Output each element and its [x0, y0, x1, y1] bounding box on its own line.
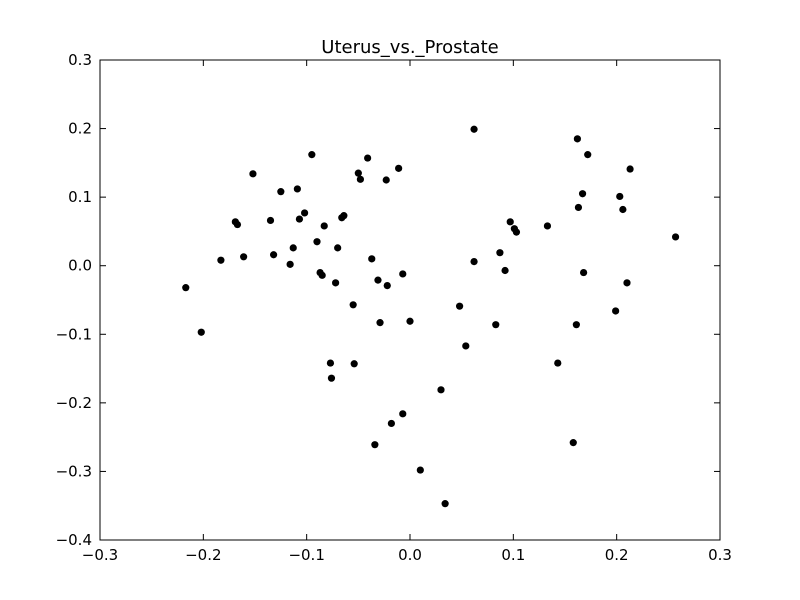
x-tick-label: −0.2 — [185, 546, 221, 564]
data-point — [249, 170, 257, 178]
data-point — [240, 253, 248, 261]
data-point — [416, 466, 424, 474]
data-point — [293, 185, 301, 193]
data-point — [383, 282, 391, 290]
data-point — [399, 270, 407, 278]
y-tick-label: 0.2 — [68, 120, 92, 138]
data-point — [492, 321, 500, 329]
y-tick-label: 0.3 — [68, 51, 92, 69]
data-point — [356, 175, 364, 183]
data-point — [320, 222, 328, 230]
data-point — [619, 205, 627, 214]
data-point — [496, 249, 504, 257]
data-point — [364, 154, 372, 162]
data-point — [470, 125, 478, 133]
y-tick-label: −0.3 — [56, 462, 92, 480]
data-point — [623, 279, 631, 287]
data-point — [313, 238, 321, 246]
data-point — [395, 164, 403, 172]
x-axis: −0.3 −0.2 −0.1 0.0 0.1 0.2 0.3 — [82, 60, 732, 564]
data-point — [626, 165, 634, 173]
data-point — [340, 212, 348, 220]
data-point — [277, 188, 285, 196]
data-point — [616, 192, 624, 201]
data-point — [374, 276, 382, 284]
data-point — [506, 218, 514, 226]
x-tick-label: 0.0 — [398, 546, 422, 564]
data-point — [569, 439, 577, 447]
data-point — [441, 500, 449, 508]
data-point — [578, 190, 587, 198]
data-point — [270, 251, 278, 259]
data-point — [573, 135, 582, 143]
data-point — [462, 342, 470, 350]
data-point — [376, 319, 384, 327]
data-point — [308, 151, 316, 159]
data-point — [354, 169, 362, 177]
data-point — [554, 359, 562, 367]
y-tick-label: −0.1 — [56, 325, 92, 343]
y-tick-label: 0.1 — [68, 188, 92, 206]
data-point — [217, 256, 225, 264]
data-point — [382, 176, 390, 184]
data-point — [387, 419, 395, 428]
data-point — [406, 317, 414, 325]
data-point — [671, 233, 680, 241]
plot-frame — [99, 59, 721, 541]
data-point — [470, 258, 478, 266]
x-tick-label: −0.3 — [82, 546, 118, 564]
data-point — [580, 268, 588, 277]
data-point — [612, 307, 620, 315]
data-point — [301, 209, 309, 217]
x-tick-label: 0.1 — [501, 546, 525, 564]
data-point — [584, 151, 592, 159]
data-point — [399, 410, 407, 418]
data-point — [318, 271, 326, 279]
data-point — [332, 279, 340, 287]
x-tick-label: 0.3 — [708, 546, 732, 564]
data-point — [456, 302, 464, 310]
data-point — [350, 360, 358, 368]
data-point — [501, 266, 509, 275]
data-point — [266, 216, 275, 225]
data-point — [327, 374, 336, 382]
data-point — [326, 359, 335, 367]
data-point — [349, 301, 357, 309]
data-point — [543, 222, 552, 230]
data-point — [574, 203, 583, 212]
data-point — [334, 244, 342, 252]
y-tick-label: −0.4 — [56, 531, 92, 549]
data-point — [512, 228, 521, 236]
data-point — [437, 386, 445, 394]
data-points — [182, 125, 680, 508]
y-tick-label: 0.0 — [68, 257, 92, 275]
y-axis: −0.4 −0.3 −0.2 −0.1 0.0 0.1 0.2 0.3 — [56, 51, 720, 549]
data-point — [233, 220, 242, 229]
data-point — [368, 255, 376, 263]
data-point — [182, 284, 190, 292]
x-tick-label: −0.1 — [288, 546, 324, 564]
x-tick-label: 0.2 — [605, 546, 629, 564]
data-point — [289, 244, 297, 252]
data-point — [286, 260, 294, 268]
data-point — [197, 328, 205, 336]
y-tick-label: −0.2 — [56, 394, 92, 412]
data-point — [371, 441, 379, 449]
chart-title: Uterus_vs._Prostate — [321, 37, 498, 58]
data-point — [295, 215, 304, 223]
data-point — [572, 321, 580, 329]
